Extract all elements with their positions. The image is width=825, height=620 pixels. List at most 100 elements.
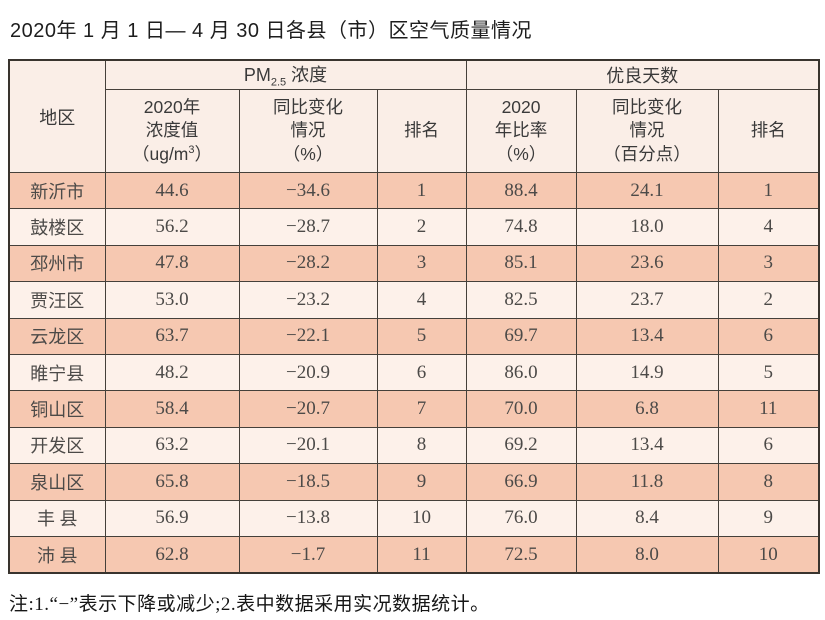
cell-region: 贾汪区 — [8, 281, 106, 319]
header-line: （百分点） — [603, 143, 691, 164]
cell-region: 云龙区 — [8, 317, 106, 355]
cell-pm-value: 56.9 — [104, 499, 240, 537]
cell-region: 泉山区 — [8, 463, 106, 501]
cell-good-rate: 88.4 — [465, 171, 577, 210]
cell-good-change: 11.8 — [575, 463, 719, 501]
cell-good-rate: 74.8 — [465, 208, 577, 246]
air-quality-table: 地区 PM2.5 浓度 优良天数 2020年 浓度值 （ug/m3） 同比变化 … — [8, 59, 821, 575]
cell-region: 鼓楼区 — [8, 208, 106, 246]
col-header-region: 地区 — [8, 59, 106, 173]
cell-good-change: 13.4 — [575, 317, 719, 355]
cell-good-change: 8.4 — [575, 499, 719, 537]
header-line: 情况 — [629, 120, 665, 141]
cell-pm-rank: 5 — [376, 317, 467, 355]
table-row: 鼓楼区 56.2 −28.7 2 74.8 18.0 4 — [8, 208, 820, 246]
cell-pm-change: −13.8 — [238, 499, 378, 537]
cell-pm-rank: 2 — [376, 208, 467, 246]
header-sub-row: 2020年 浓度值 （ug/m3） 同比变化 情况 （%） 排名 2020 年比… — [9, 89, 820, 173]
pm25-prefix: PM — [243, 65, 271, 86]
cell-pm-value: 65.8 — [104, 463, 240, 501]
header-line-unit: （ug/m3） — [106, 143, 239, 166]
cell-pm-rank: 10 — [376, 499, 467, 537]
header-line: 情况 — [290, 120, 326, 141]
cell-good-rank: 3 — [717, 244, 820, 283]
header-line: 2020年 — [143, 97, 201, 118]
cell-good-rate: 69.2 — [465, 426, 577, 465]
unit-pre: （ug/m — [131, 143, 189, 164]
table-row: 云龙区 63.7 −22.1 5 69.7 13.4 6 — [8, 317, 820, 355]
cell-good-rate: 76.0 — [465, 499, 577, 537]
cell-good-rank: 2 — [717, 281, 820, 319]
cubed-superscript: 3 — [188, 143, 195, 156]
cell-good-rate: 69.7 — [465, 317, 577, 355]
cell-pm-change: −28.7 — [238, 208, 378, 246]
cell-pm-rank: 1 — [376, 171, 467, 210]
header-line: 同比变化 — [612, 97, 683, 118]
table-row: 邳州市 47.8 −28.2 3 85.1 23.6 3 — [8, 244, 820, 283]
cell-pm-rank: 11 — [376, 535, 467, 574]
col-header-good-rank: 排名 — [717, 89, 820, 173]
cell-good-rank: 9 — [717, 499, 820, 537]
cell-pm-value: 56.2 — [104, 208, 240, 246]
page-title: 2020年 1 月 1 日— 4 月 30 日各县（市）区空气质量情况 — [10, 20, 533, 42]
cell-good-change: 8.0 — [575, 535, 719, 574]
cell-good-rank: 6 — [717, 317, 820, 355]
table-row: 贾汪区 53.0 −23.2 4 82.5 23.7 2 — [8, 281, 820, 319]
table-row: 开发区 63.2 −20.1 8 69.2 13.4 6 — [8, 426, 820, 465]
cell-good-rank: 6 — [717, 426, 820, 465]
cell-region: 邳州市 — [8, 244, 106, 283]
cell-good-change: 14.9 — [575, 353, 719, 392]
col-header-good-rate: 2020 年比率 （%） — [465, 89, 577, 173]
footnote: 注:1.“−”表示下降或减少;2.表中数据采用实况数据统计。 — [9, 594, 490, 616]
cell-good-change: 23.7 — [575, 281, 719, 319]
table-row: 睢宁县 48.2 −20.9 6 86.0 14.9 5 — [8, 353, 820, 392]
header-line: （%） — [495, 143, 547, 164]
cell-pm-change: −20.1 — [238, 426, 378, 465]
cell-pm-rank: 4 — [376, 281, 467, 319]
cell-good-rank: 1 — [717, 171, 820, 210]
cell-pm-change: −22.1 — [238, 317, 378, 355]
cell-pm-change: −28.2 — [238, 244, 378, 283]
cell-good-change: 18.0 — [575, 208, 719, 246]
table-row: 沛 县 62.8 −1.7 11 72.5 8.0 10 — [8, 535, 820, 574]
cell-good-rate: 72.5 — [465, 535, 577, 574]
cell-pm-change: −20.9 — [238, 353, 378, 392]
col-header-good-change: 同比变化 情况 （百分点） — [575, 89, 719, 173]
cell-pm-value: 44.6 — [104, 171, 240, 210]
cell-good-change: 24.1 — [575, 171, 719, 210]
cell-region: 沛 县 — [8, 535, 106, 574]
cell-pm-rank: 8 — [376, 426, 467, 465]
cell-good-change: 6.8 — [575, 390, 719, 428]
cell-region: 开发区 — [8, 426, 106, 465]
col-header-pm-value: 2020年 浓度值 （ug/m3） — [104, 89, 240, 173]
header-group-row: 地区 PM2.5 浓度 优良天数 — [8, 59, 820, 173]
col-group-good-days: 优良天数 — [465, 59, 820, 90]
cell-pm-value: 48.2 — [104, 353, 240, 392]
cell-pm-rank: 9 — [376, 463, 467, 501]
cell-pm-rank: 3 — [376, 244, 467, 283]
pm25-group-label: PM2.5 浓度 — [243, 65, 327, 89]
cell-pm-rank: 6 — [376, 353, 467, 392]
cell-pm-value: 47.8 — [104, 244, 240, 283]
cell-pm-change: −23.2 — [238, 281, 378, 319]
cell-pm-value: 63.2 — [104, 426, 240, 465]
cell-pm-change: −20.7 — [238, 390, 378, 428]
header-line: 浓度值 — [145, 120, 199, 141]
cell-pm-value: 62.8 — [104, 535, 240, 574]
cell-pm-value: 58.4 — [104, 390, 240, 428]
header-line: 2020 — [501, 97, 541, 118]
table-header: 地区 PM2.5 浓度 优良天数 2020年 浓度值 （ug/m3） 同比变化 … — [8, 59, 820, 173]
cell-region: 睢宁县 — [8, 353, 106, 392]
cell-pm-change: −1.7 — [238, 535, 378, 574]
cell-region: 铜山区 — [8, 390, 106, 428]
col-header-pm-change: 同比变化 情况 （%） — [238, 89, 378, 173]
cell-good-change: 13.4 — [575, 426, 719, 465]
cell-good-rate: 70.0 — [465, 390, 577, 428]
table-row: 铜山区 58.4 −20.7 7 70.0 6.8 11 — [8, 390, 820, 428]
cell-region: 丰 县 — [8, 499, 106, 537]
cell-pm-value: 53.0 — [104, 281, 240, 319]
cell-pm-value: 63.7 — [104, 317, 240, 355]
table-row: 泉山区 65.8 −18.5 9 66.9 11.8 8 — [8, 463, 820, 501]
cell-good-rate: 82.5 — [465, 281, 577, 319]
